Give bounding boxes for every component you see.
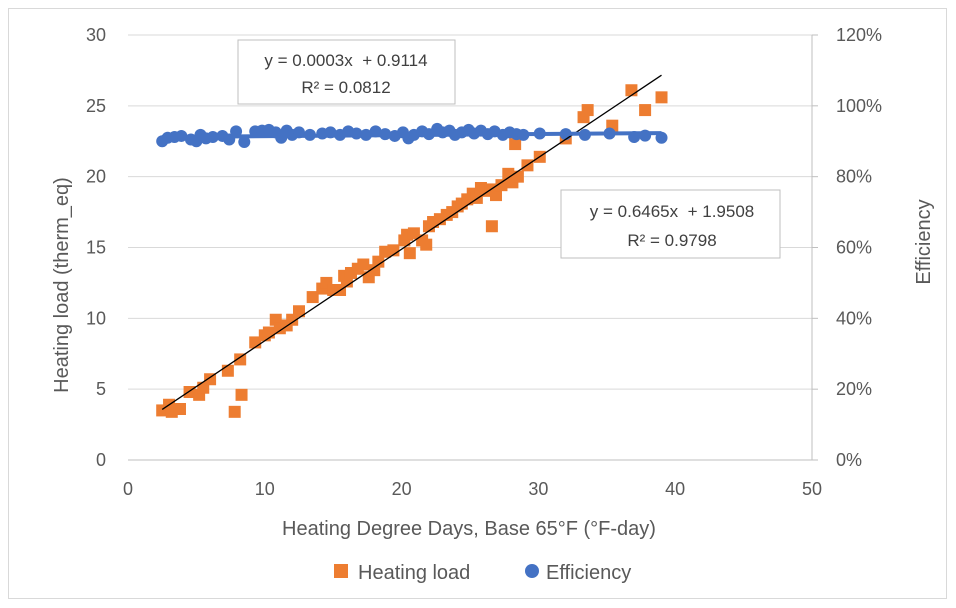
x-tick-label: 50 [802,479,822,499]
data-point-heating-load [495,179,508,192]
data-point-efficiency [238,135,251,148]
y2-tick-label: 100% [836,96,882,116]
y2-tick-label: 80% [836,167,872,187]
data-point-heating-load [509,138,522,151]
y-tick-label: 20 [86,167,106,187]
data-point-heating-load [173,403,186,415]
chart-frame [8,8,947,599]
y2-tick-label: 120% [836,25,882,45]
legend-label-heating-load: Heating load [358,562,470,584]
x-axis-title: Heating Degree Days, Base 65°F (°F-day) [282,518,656,540]
y-tick-label: 10 [86,308,106,328]
axes [128,34,818,461]
data-point-heating-load [204,373,217,386]
data-point-heating-load [485,220,498,233]
y-tick-label: 30 [86,25,106,45]
data-point-heating-load [581,104,594,117]
efficiency-equation: y = 0.0003x + 0.9114 [264,51,427,70]
data-point-heating-load [387,244,400,257]
data-point-heating-load [403,247,416,260]
y2-tick-label: 20% [836,379,872,399]
trendline-efficiency [162,131,662,139]
heating-load-equation: y = 0.6465x + 1.9508 [590,202,754,221]
legend-label-efficiency: Efficiency [546,562,631,584]
data-point-heating-load [235,388,248,401]
y-tick-label: 25 [86,96,106,116]
y-tick-label: 5 [96,379,106,399]
y-axis-title: Heating load (therm_eq) [51,177,73,393]
data-point-heating-load [420,238,433,251]
x-tick-label: 40 [665,479,685,499]
data-point-heating-load [262,326,275,339]
y-tick-label: 0 [96,450,106,470]
data-point-heating-load [655,91,668,104]
data-point-heating-load [511,170,524,183]
data-point-efficiency [230,125,243,138]
bottom-axis-ticks: 0 10 20 30 40 50 [123,479,822,499]
data-point-heating-load [502,167,515,180]
legend-marker-efficiency [525,564,539,578]
efficiency-equation-box: y = 0.0003x + 0.9114 R² = 0.0812 [237,39,456,105]
y2-tick-label: 0% [836,450,862,470]
x-tick-label: 20 [392,479,412,499]
x-tick-label: 10 [255,479,275,499]
y-tick-label: 15 [86,238,106,258]
y2-tick-label: 60% [836,238,872,258]
trendline-heating-load [161,74,662,411]
left-axis-ticks: 0 5 10 15 20 25 30 [86,25,106,470]
data-point-heating-load [221,364,234,377]
data-point-heating-load [606,119,619,132]
efficiency-r2: R² = 0.0812 [301,78,390,97]
data-point-heating-load [306,291,319,304]
heating-load-equation-box: y = 0.6465x + 1.9508 R² = 0.9798 [560,189,781,259]
data-point-heating-load [357,258,370,271]
legend-marker-heating-load [334,564,348,578]
x-tick-label: 0 [123,479,133,499]
data-point-heating-load [639,104,652,117]
data-point-heating-load [293,305,305,318]
data-point-heating-load [625,84,638,97]
heating-load-r2: R² = 0.9798 [627,231,716,250]
data-point-heating-load [234,353,247,366]
secondary-y-axis-title: Efficiency [913,199,935,284]
x-tick-label: 30 [528,479,548,499]
data-point-heating-load [372,255,385,268]
right-axis-ticks: 0% 20% 40% 60% 80% 100% 120% [836,25,882,470]
y2-tick-label: 40% [836,308,872,328]
trendlines [161,74,662,411]
data-point-heating-load [228,405,241,418]
data-point-heating-load [489,189,502,202]
legend: Heating load Efficiency [334,562,631,584]
